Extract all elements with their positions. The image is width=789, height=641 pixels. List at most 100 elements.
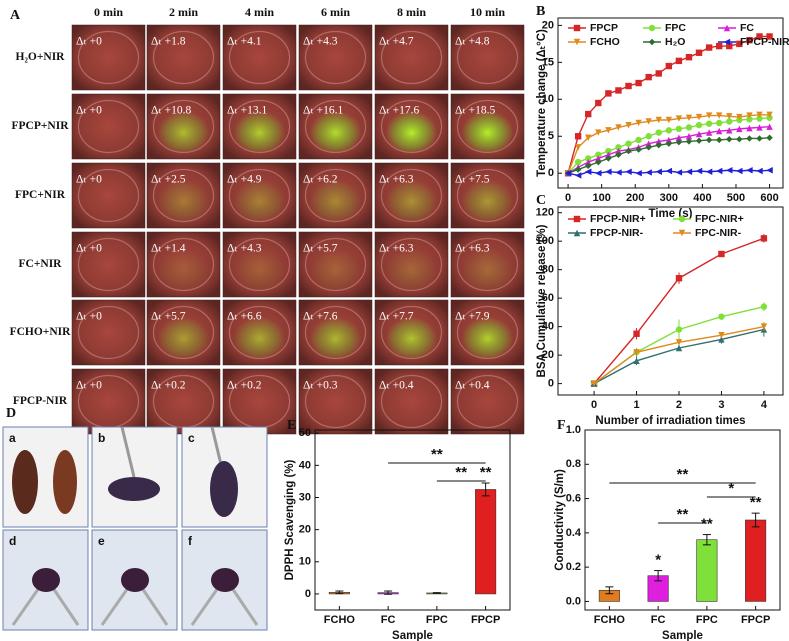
tweezers [49, 584, 80, 626]
marker [695, 130, 703, 138]
temperature-rise: Δₜ +0 [76, 174, 102, 186]
marker [615, 144, 622, 151]
marker [625, 140, 632, 147]
time-header: 8 min [397, 5, 426, 19]
marker [605, 151, 612, 158]
marker [595, 129, 602, 136]
marker [760, 235, 768, 242]
thermal-image [450, 368, 525, 435]
photo-label: f [188, 534, 193, 548]
x-tick-label: FPCP [471, 614, 500, 626]
marker [756, 33, 763, 40]
bar [745, 519, 767, 602]
time-header: 0 min [94, 5, 123, 19]
marker [685, 138, 693, 145]
marker [675, 326, 683, 333]
marker [675, 134, 683, 141]
marker [715, 42, 723, 50]
y-tick-label: 20 [542, 19, 554, 31]
marker [635, 170, 642, 177]
marker [665, 140, 673, 147]
plot-frame [557, 17, 784, 189]
thermal-image [71, 24, 146, 91]
dish-rim [152, 30, 215, 85]
marker [726, 127, 733, 134]
tweezers [190, 584, 222, 626]
x-tick-label: 200 [626, 192, 644, 204]
thermal-image [298, 24, 373, 91]
marker [635, 146, 642, 153]
marker [595, 151, 602, 158]
tissue [121, 568, 149, 592]
temperature-rise: Δₜ +7.9 [455, 311, 490, 323]
tissue [53, 450, 77, 514]
marker [645, 144, 652, 151]
marker [726, 118, 733, 125]
photo-frame [91, 426, 178, 528]
row-label: FPCP+NIR [11, 120, 69, 132]
y-tick-label: 40 [299, 459, 311, 471]
heat-glow [309, 177, 362, 222]
dish-rim [228, 30, 291, 85]
bar [696, 539, 718, 602]
marker [573, 215, 581, 223]
marker [574, 133, 582, 140]
photo-label: e [98, 534, 105, 548]
temperature-rise: Δₜ +0 [76, 36, 102, 48]
marker [665, 127, 673, 134]
marker [635, 136, 642, 144]
thermal-image [222, 24, 297, 91]
marker [726, 42, 733, 50]
marker [695, 121, 703, 129]
y-axis-label: BSA Cumulative release (%) [536, 224, 548, 377]
y-axis-label: Temperature change (Δₜ°C) [536, 29, 548, 177]
heat-glow [157, 246, 210, 291]
marker [705, 136, 713, 144]
temperature-rise: Δₜ +0 [76, 243, 102, 255]
marker [655, 116, 662, 124]
photo-label: b [98, 431, 105, 445]
thermal-image [374, 368, 449, 435]
marker [665, 136, 673, 144]
panel-label: B [536, 4, 545, 19]
marker [718, 331, 725, 339]
temperature-rise: Δₜ +4.1 [227, 36, 262, 48]
heat-glow [309, 246, 362, 291]
y-tick-label: 60 [542, 292, 554, 304]
marker [655, 138, 662, 145]
marker [756, 167, 763, 175]
marker [675, 138, 683, 146]
y-tick-label: 0.4 [566, 527, 582, 539]
heat-glow [157, 314, 210, 359]
marker [645, 133, 652, 140]
marker [695, 113, 703, 121]
heat-glow [309, 314, 362, 359]
x-tick-label: FCHO [594, 614, 626, 626]
temperature-rise: Δₜ +4.3 [227, 243, 262, 255]
marker [746, 36, 753, 44]
marker [685, 124, 693, 131]
y-tick-label: 1.0 [566, 424, 581, 436]
x-axis-label: Number of irradiation times [595, 415, 745, 427]
temperature-rise: Δₜ +6.3 [379, 174, 414, 186]
marker [645, 73, 652, 81]
heat-glow [385, 108, 438, 153]
y-axis-label: DPPH Scavenging (%) [284, 459, 296, 580]
marker [675, 275, 683, 282]
temperature-rise: Δₜ +7.7 [379, 311, 414, 323]
temperature-rise: Δₜ +1.8 [151, 36, 186, 48]
row-label: H₂O+NIR [16, 51, 66, 63]
temperature-rise: Δₜ +13.1 [227, 105, 268, 117]
y-tick-label: 10 [542, 93, 554, 105]
marker [766, 111, 773, 119]
temperature-rise: Δₜ +4.7 [379, 36, 414, 48]
marker [685, 53, 693, 61]
y-tick-label: 40 [542, 321, 554, 333]
marker [655, 129, 662, 136]
thermal-image [222, 368, 297, 435]
marker [635, 119, 642, 127]
marker [675, 125, 683, 133]
marker [746, 135, 753, 142]
x-axis-label: Sample [392, 630, 433, 641]
heat-glow [461, 246, 514, 291]
